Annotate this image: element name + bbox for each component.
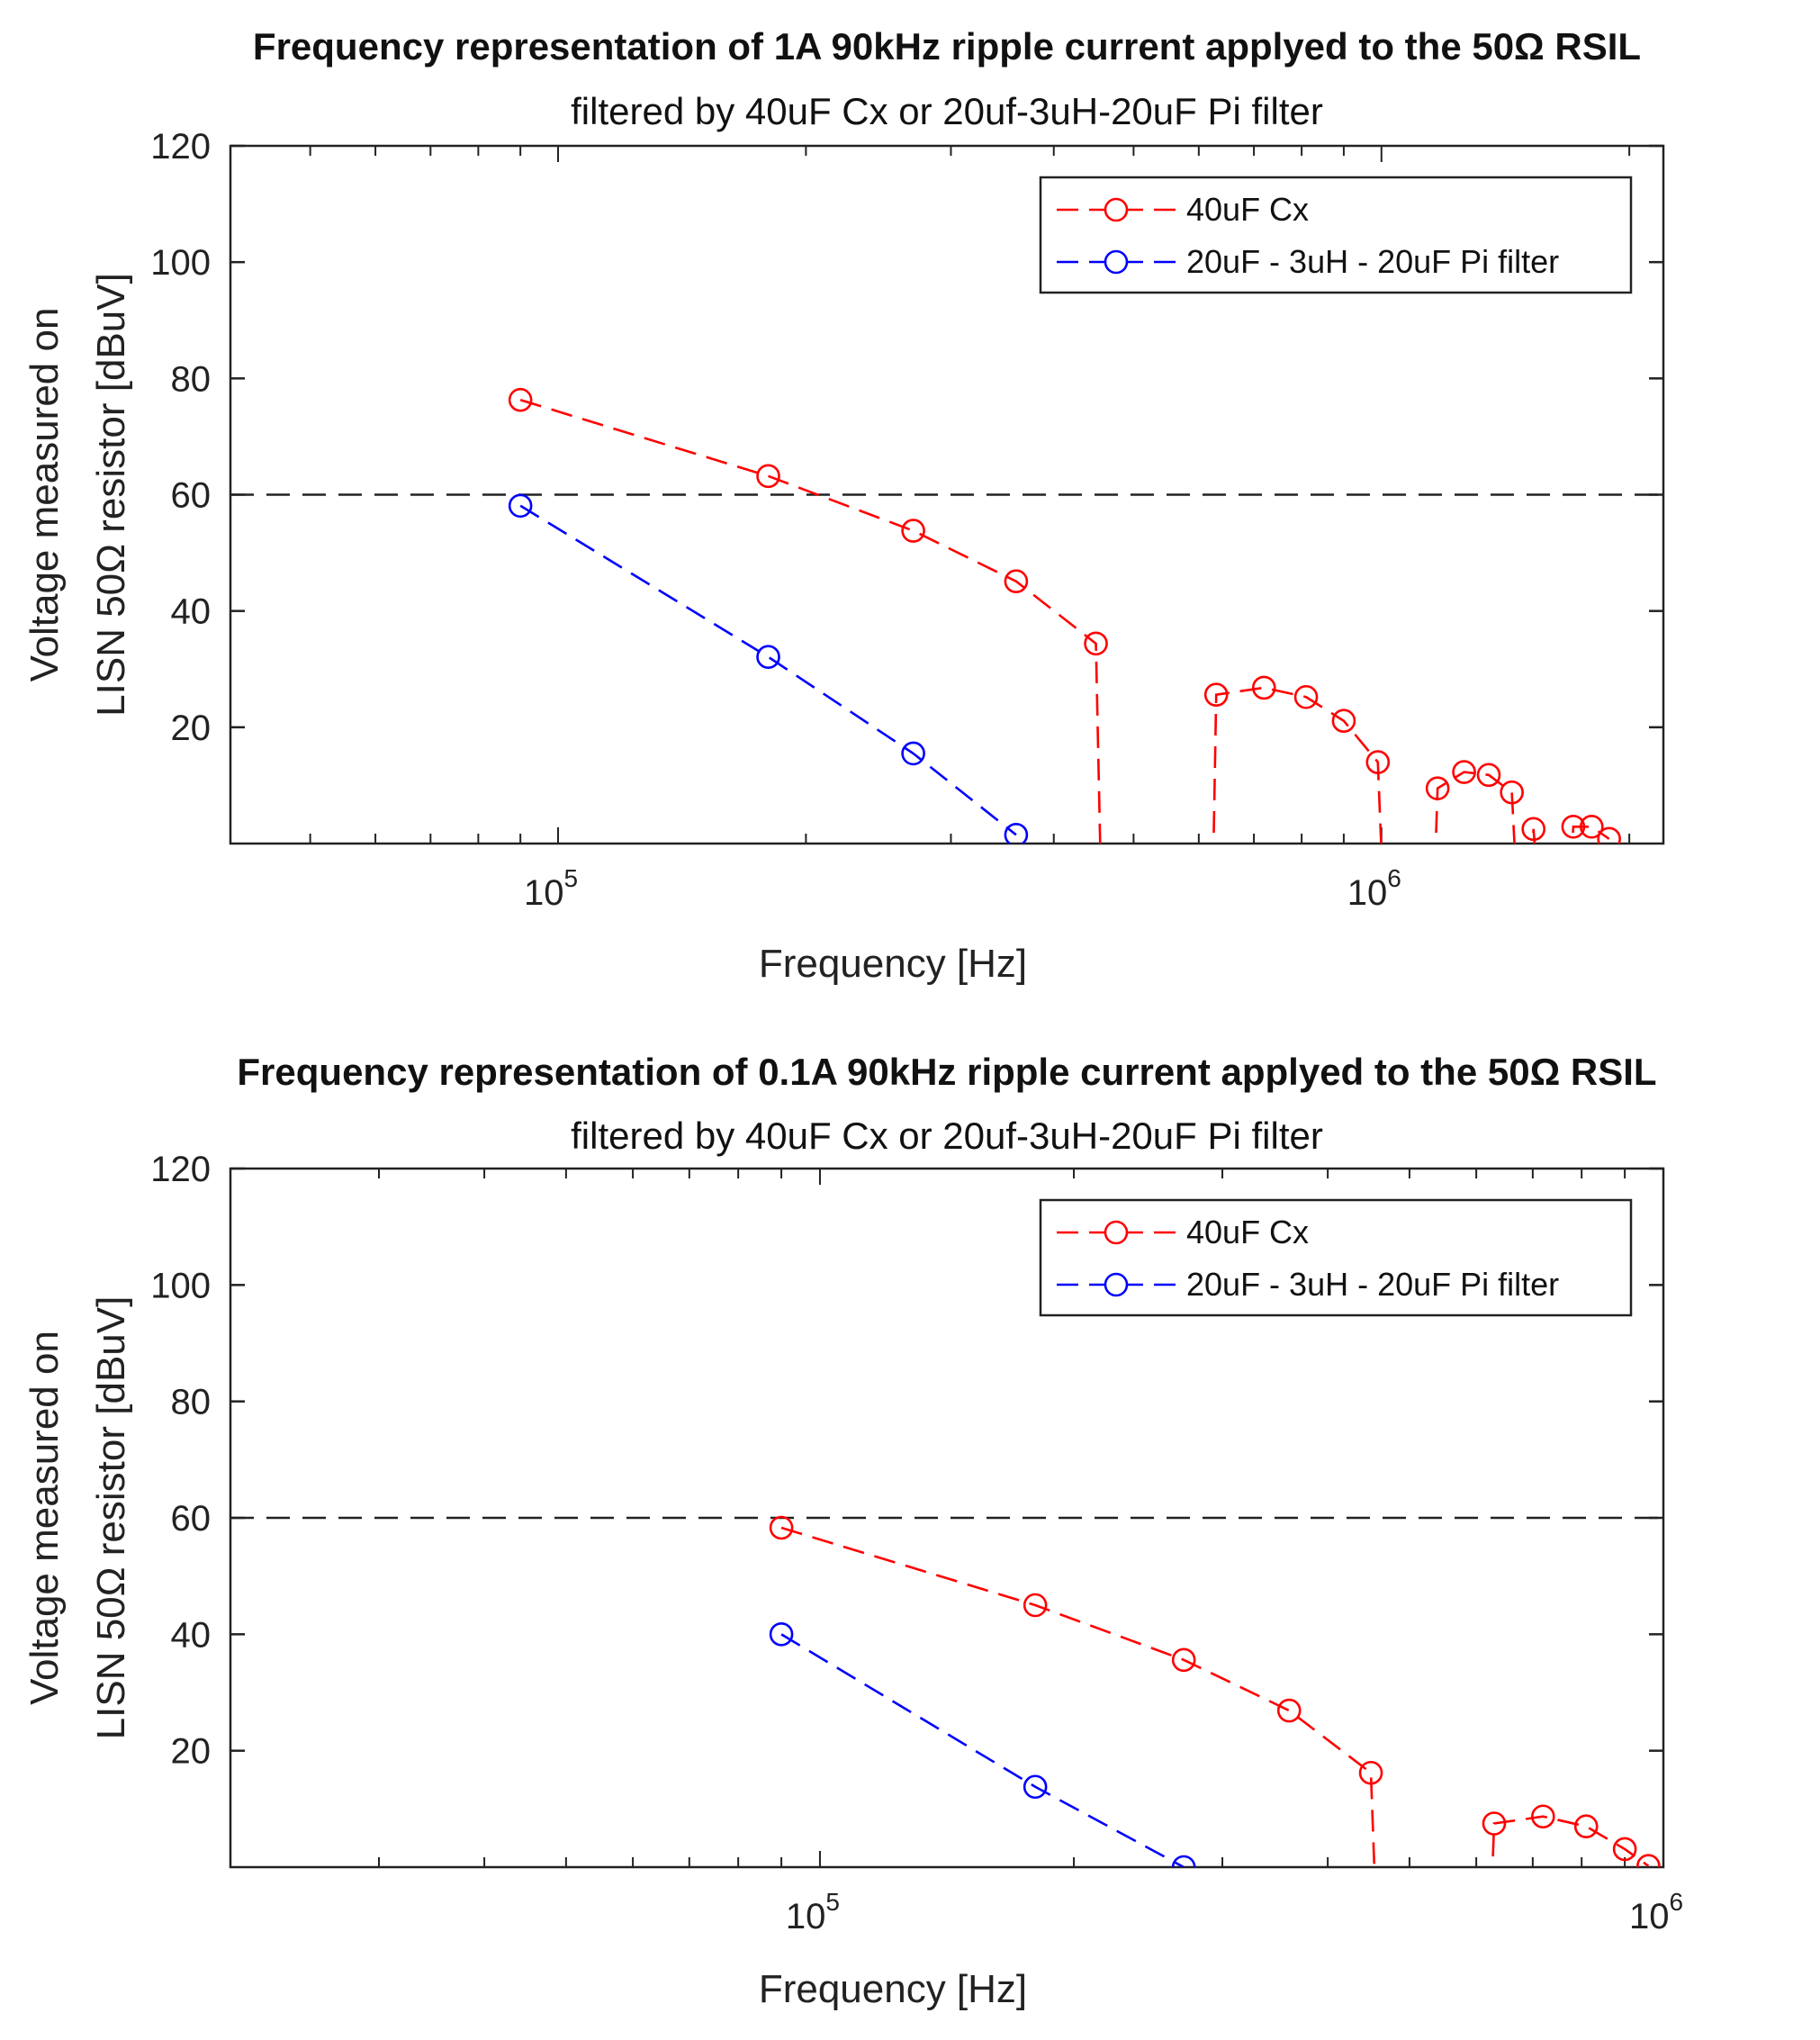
x-tick-label: 106 — [1629, 1888, 1683, 1936]
series-line — [520, 400, 1609, 898]
legend-label: 20uF - 3uH - 20uF Pi filter — [1186, 243, 1559, 280]
legend-label: 40uF Cx — [1186, 1214, 1309, 1250]
chart-title: Frequency representation of 1A 90kHz rip… — [253, 25, 1641, 68]
x-tick-label: 105 — [524, 864, 578, 913]
y-tick-label: 40 — [171, 592, 212, 632]
series-1 — [770, 1517, 1659, 1921]
y-tick-label: 100 — [150, 243, 211, 283]
chart-panel-2: Frequency representation of 0.1A 90kHz r… — [23, 1051, 1683, 2011]
y-axis-label-line1: Voltage measured on — [23, 308, 67, 682]
series-1 — [509, 389, 1620, 898]
y-axis-label-line1: Voltage measured on — [23, 1331, 67, 1705]
chart-subtitle: filtered by 40uF Cx or 20uf-3uH-20uF Pi … — [571, 90, 1323, 132]
x-tick-label: 105 — [786, 1888, 840, 1936]
legend-swatch-marker — [1105, 199, 1127, 221]
x-axis-label: Frequency [Hz] — [759, 942, 1027, 986]
legend-label: 20uF - 3uH - 20uF Pi filter — [1186, 1266, 1559, 1303]
y-axis-label-line2: LISN 50Ω resistor [dBuV] — [89, 273, 133, 717]
chart-subtitle: filtered by 40uF Cx or 20uf-3uH-20uF Pi … — [571, 1115, 1323, 1157]
y-axis-label-line2: LISN 50Ω resistor [dBuV] — [89, 1296, 133, 1740]
legend-swatch-marker — [1105, 1274, 1127, 1295]
series-line — [781, 1528, 1648, 1921]
chart-figure: Frequency representation of 1A 90kHz rip… — [0, 0, 1820, 2040]
y-tick-label: 80 — [171, 359, 212, 399]
y-tick-label: 20 — [171, 709, 212, 748]
y-tick-label: 120 — [150, 1150, 211, 1189]
y-tick-label: 60 — [171, 476, 212, 516]
legend-label: 40uF Cx — [1186, 191, 1309, 228]
chart-title: Frequency representation of 0.1A 90kHz r… — [237, 1051, 1656, 1093]
chart-panel-1: Frequency representation of 1A 90kHz rip… — [23, 25, 1663, 986]
data-point-marker — [903, 520, 924, 542]
data-point-marker — [758, 646, 779, 668]
y-tick-label: 80 — [171, 1383, 212, 1422]
series-line — [781, 1634, 1184, 1867]
y-tick-label: 20 — [171, 1732, 212, 1772]
legend-swatch-marker — [1105, 1222, 1127, 1243]
legend: 40uF Cx 20uF - 3uH - 20uF Pi filter — [1041, 1200, 1631, 1315]
y-tick-label: 100 — [150, 1266, 211, 1305]
series-line — [520, 506, 1016, 835]
x-axis-label: Frequency [Hz] — [759, 1967, 1027, 2011]
y-tick-label: 120 — [150, 127, 211, 167]
legend: 40uF Cx 20uF - 3uH - 20uF Pi filter — [1041, 177, 1631, 293]
legend-swatch-marker — [1105, 251, 1127, 273]
data-point-marker — [1575, 1816, 1597, 1837]
y-tick-label: 60 — [171, 1499, 212, 1539]
data-point-marker — [1278, 1700, 1300, 1721]
x-tick-label: 106 — [1347, 864, 1401, 913]
series-2 — [770, 1623, 1194, 1878]
y-tick-label: 40 — [171, 1615, 212, 1655]
